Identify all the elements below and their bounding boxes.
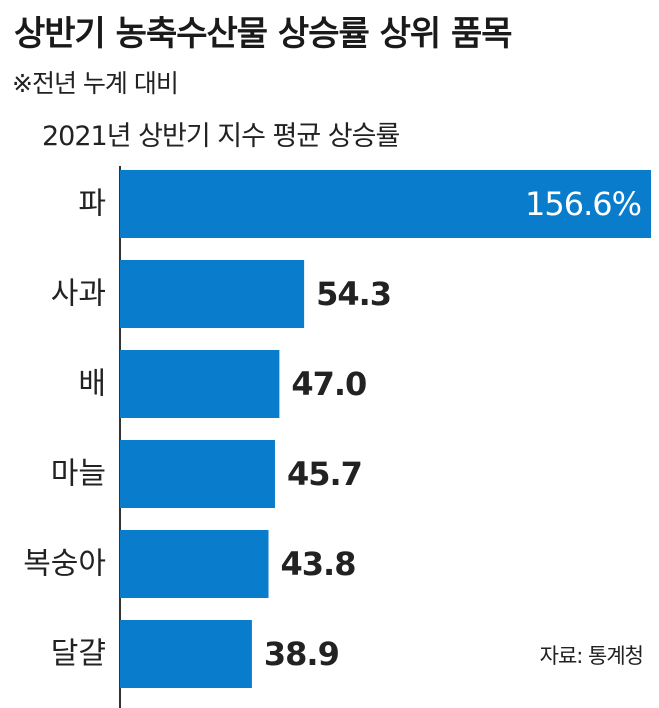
- data-label: 47.0: [291, 365, 366, 403]
- bar: [120, 350, 280, 418]
- source-note: 자료: 통계청: [539, 644, 644, 668]
- chart-title: 상반기 농축수산물 상승률 상위 품목: [14, 14, 513, 54]
- bar: [120, 170, 651, 238]
- bar: [120, 620, 252, 688]
- data-label: 45.7: [287, 455, 362, 493]
- data-label: 54.3: [316, 275, 391, 313]
- bar: [120, 260, 305, 328]
- bar: [120, 530, 269, 598]
- data-label: 43.8: [281, 545, 356, 583]
- category-label: 복숭아: [23, 547, 106, 582]
- data-label: 38.9: [264, 635, 339, 673]
- category-label: 파: [78, 187, 106, 222]
- category-label: 달걀: [51, 637, 106, 672]
- chart-subtitle: 2021년 상반기 지수 평균 상승률: [42, 121, 400, 152]
- category-label: 배: [78, 367, 106, 402]
- chart-note: ※전년 누계 대비: [12, 69, 179, 98]
- data-label: 156.6%: [525, 185, 641, 223]
- bar: [120, 440, 275, 508]
- category-label: 마늘: [51, 457, 106, 492]
- category-label: 사과: [51, 277, 106, 312]
